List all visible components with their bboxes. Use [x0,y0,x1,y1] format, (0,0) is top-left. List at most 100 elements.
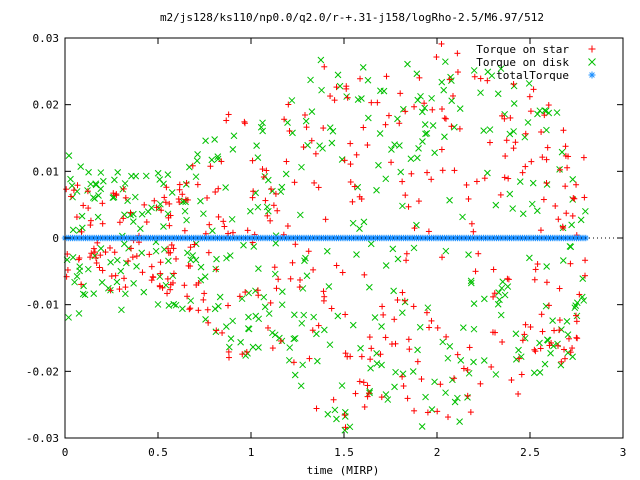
disk-torque-point [301,257,308,265]
star-torque-point [254,287,261,294]
disk-torque-point [543,181,551,188]
star-torque-point [269,345,276,352]
star-torque-point [96,264,103,271]
star-torque-point [225,111,232,118]
disk-torque-point [69,226,77,234]
disk-torque-point [512,356,520,363]
star-torque-point [522,130,529,137]
star-torque-point [356,378,363,385]
disk-torque-point [308,108,316,115]
star-torque-point [451,375,458,382]
star-torque-point [527,324,534,331]
star-torque-point [563,210,570,217]
star-torque-point [401,297,408,304]
disk-torque-point [265,310,273,317]
disk-torque-point [228,215,236,223]
disk-torque-point [138,210,146,218]
disk-torque-point [359,63,367,71]
star-torque-point [165,249,172,256]
star-torque-point [205,249,212,256]
star-torque-point [78,281,85,288]
star-torque-point [176,186,183,193]
star-torque-point [545,102,552,109]
star-torque-point [360,379,367,386]
star-torque-point [567,260,574,267]
disk-torque-point [303,272,311,280]
disk-torque-point [407,155,415,163]
star-torque-point [297,276,304,283]
star-torque-point [169,279,176,286]
star-torque-point [165,214,172,221]
disk-torque-point [278,183,286,191]
disk-torque-point [542,302,550,310]
disk-torque-point [291,334,299,342]
legend-label-torque-on-star: Torque on star [476,43,569,56]
star-torque-point [110,190,117,197]
star-torque-point [405,203,412,210]
star-torque-point [508,377,515,384]
star-torque-point [470,228,477,235]
disk-torque-point [227,335,235,342]
star-torque-point [167,286,174,293]
disk-torque-point [418,423,426,430]
disk-torque-point [271,331,279,339]
star-torque-point [582,257,589,264]
disk-torque-point [581,207,589,215]
star-torque-point [454,50,461,57]
star-torque-point [499,339,506,346]
star-torque-point [382,334,389,341]
disk-torque-point [484,169,491,177]
star-torque-point [551,327,558,334]
disk-torque-point [160,246,168,253]
star-torque-point [388,341,395,348]
disk-torque-point [429,122,437,129]
disk-torque-point [356,225,363,232]
star-torque-point [296,284,303,291]
star-torque-point [426,324,433,331]
disk-torque-point [512,330,520,338]
disk-torque-point [541,107,549,114]
star-torque-point [428,176,435,183]
star-torque-point [562,183,569,190]
star-torque-point [289,259,296,266]
star-torque-point [543,156,550,163]
star-torque-point [87,254,94,261]
disk-torque-point [209,227,216,235]
disk-torque-point [89,194,97,201]
star-torque-point [438,146,445,153]
star-torque-point [532,348,539,355]
star-torque-point [472,268,479,275]
disk-torque-point [290,311,298,319]
y-tick-label: -0.03 [26,432,59,445]
star-torque-point [191,241,198,248]
disk-torque-point [261,303,269,311]
star-torque-point [116,286,123,293]
disk-torque-point [328,139,336,147]
disk-torque-point [409,368,417,375]
disk-torque-point [326,124,334,131]
star-torque-point [284,223,291,230]
star-torque-point [127,209,134,216]
star-torque-point [349,198,356,205]
star-torque-point [133,253,140,260]
disk-torque-point [530,369,538,377]
disk-torque-point [319,145,326,152]
star-torque-point [397,90,404,97]
star-torque-point [471,73,478,80]
star-torque-point [378,394,385,401]
disk-torque-point [422,130,429,138]
disk-torque-point [254,203,262,211]
disk-torque-point [454,394,461,402]
star-torque-point [291,179,298,186]
star-torque-point [290,359,297,366]
disk-torque-point [240,241,247,249]
star-torque-point [477,380,484,387]
disk-torque-point [533,207,541,215]
disk-torque-point [320,326,328,334]
disk-torque-point [373,349,380,357]
disk-torque-point [564,331,572,338]
disk-torque-point [128,172,135,180]
star-torque-point [264,324,271,331]
star-torque-point [189,162,196,169]
star-torque-point [391,316,398,323]
